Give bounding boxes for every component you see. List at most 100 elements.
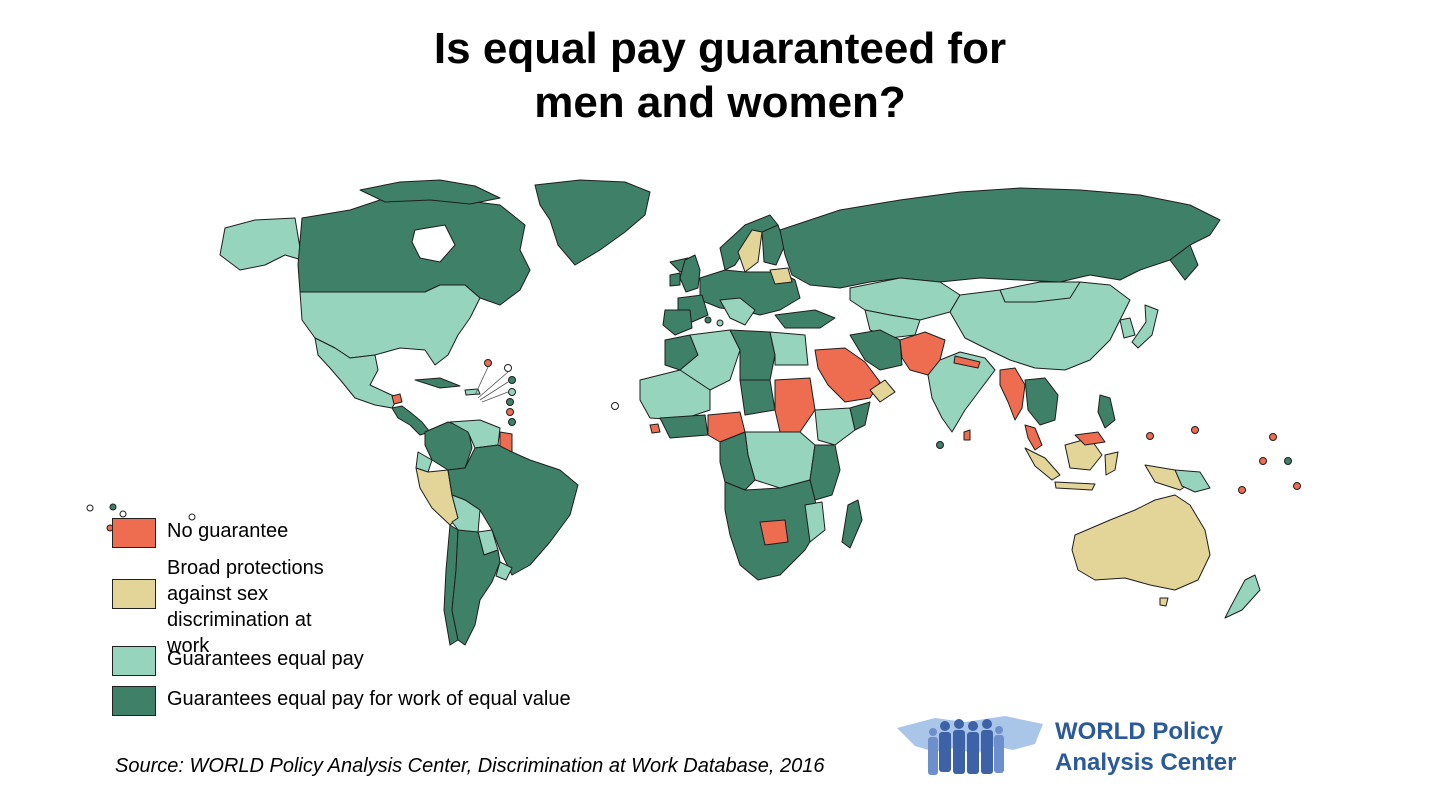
island-marker-21: [119, 510, 127, 518]
source-note: Source: WORLD Policy Analysis Center, Di…: [115, 755, 825, 777]
logo-line-1: WORLD Policy: [1055, 718, 1224, 745]
region-nepal: [953, 355, 981, 369]
region-new-zealand: [1224, 574, 1261, 619]
legend-swatch: [112, 518, 156, 548]
region-ethiopia: [814, 407, 856, 446]
legend-item-broad-protections: Broad protections against sex discrimina…: [112, 555, 357, 659]
legend-swatch: [112, 646, 156, 676]
region-central-africa: [744, 431, 816, 489]
title-line-1: Is equal pay guaranteed for: [433, 24, 1007, 73]
island-marker-9: [1191, 426, 1199, 434]
island-marker-8: [1146, 432, 1154, 440]
region-sweden: [737, 229, 763, 273]
region-kamchatka: [1169, 244, 1199, 281]
region-india: [927, 351, 996, 433]
region-italy-balkans: [719, 297, 756, 326]
region-korea: [1119, 317, 1136, 339]
legend-label: Broad protections against sex discrimina…: [167, 557, 324, 657]
legend-swatch: [112, 579, 156, 609]
logo-text: WORLD Policy Analysis Center: [1055, 716, 1236, 778]
region-png: [1174, 469, 1211, 493]
legend-item-equal-value: Guarantees equal pay for work of equal v…: [112, 686, 637, 716]
island-marker-2: [504, 364, 512, 372]
region-uruguay: [495, 561, 513, 581]
island-marker-7: [508, 418, 516, 426]
region-sri-lanka: [963, 429, 971, 441]
region-egypt: [769, 331, 809, 366]
island-marker-22: [188, 513, 196, 521]
region-alaska: [219, 217, 303, 271]
island-marker-14: [1293, 482, 1301, 490]
region-iran: [849, 329, 903, 371]
region-sumatra: [1024, 447, 1061, 481]
legend-item-no-guarantee: No guarantee: [112, 518, 637, 548]
region-guatemala: [391, 393, 403, 405]
region-mozambique: [804, 501, 826, 543]
legend-label: Guarantees equal pay for work of equal v…: [167, 688, 571, 710]
region-ireland: [669, 272, 681, 287]
region-sulawesi: [1104, 451, 1119, 476]
island-marker-11: [1259, 457, 1267, 465]
region-horn: [849, 401, 871, 431]
island-marker-1: [484, 359, 492, 367]
island-marker-19: [86, 504, 94, 512]
region-borneo-malaysia: [1074, 431, 1106, 446]
island-marker-10: [1269, 433, 1277, 441]
region-cuba: [414, 377, 461, 389]
region-east-africa: [809, 444, 841, 501]
region-oman-yemen: [869, 379, 896, 403]
region-kazakhstan: [849, 277, 961, 321]
island-marker-4: [508, 388, 516, 396]
island-marker-15: [936, 441, 944, 449]
legend-label: No guarantee: [167, 520, 289, 542]
region-malay-peninsula: [1024, 424, 1043, 451]
region-hudson-bay: [411, 224, 456, 263]
map-title: Is equal pay guaranteed for men and wome…: [0, 22, 1440, 130]
title-line-2: men and women?: [534, 78, 906, 127]
region-canada: [297, 194, 531, 306]
region-madagascar: [841, 499, 863, 549]
region-russia: [779, 187, 1221, 289]
region-west-africa: [639, 369, 711, 421]
region-zimbabwe: [759, 519, 789, 546]
island-pointer-3: [479, 381, 509, 401]
region-turkey: [774, 309, 836, 329]
region-west-africa-coast: [659, 414, 709, 439]
region-drc: [719, 431, 756, 491]
region-finland: [761, 224, 786, 266]
logo: WORLD Policy Analysis Center: [895, 710, 1255, 790]
region-central-america: [391, 405, 431, 436]
island-marker-5: [506, 398, 514, 406]
island-marker-17: [704, 316, 712, 324]
legend-swatch: [112, 686, 156, 716]
legend-item-equal-pay: Guarantees equal pay: [112, 646, 637, 676]
region-sierra-leone: [649, 423, 661, 434]
island-marker-16: [611, 402, 619, 410]
island-pointer-1: [474, 366, 489, 396]
region-java: [1054, 481, 1096, 491]
region-indochina: [1024, 377, 1059, 426]
region-philippines: [1097, 394, 1116, 429]
region-mongolia: [999, 281, 1081, 303]
region-sudan: [774, 377, 816, 433]
island-pointer-4: [481, 391, 509, 403]
region-iberia: [662, 309, 693, 336]
island-marker-20: [109, 503, 117, 511]
people-over-world-map-logo: [897, 716, 1043, 775]
island-marker-6: [506, 408, 514, 416]
region-japan: [1131, 304, 1159, 349]
world-map: [86, 179, 1301, 646]
region-argentina: [451, 529, 501, 646]
island-marker-3: [508, 376, 516, 384]
island-marker-12: [1284, 457, 1292, 465]
region-saudi-arabia: [814, 347, 881, 403]
island-marker-13: [1238, 486, 1246, 494]
island-pointer-2: [477, 371, 509, 399]
legend-label: Guarantees equal pay: [167, 648, 364, 670]
region-belarus: [769, 267, 793, 285]
region-chad: [739, 379, 776, 416]
region-myanmar: [999, 367, 1026, 421]
region-arctic-islands: [359, 179, 501, 205]
region-hispaniola: [464, 388, 481, 396]
logo-line-2: Analysis Center: [1055, 749, 1237, 776]
